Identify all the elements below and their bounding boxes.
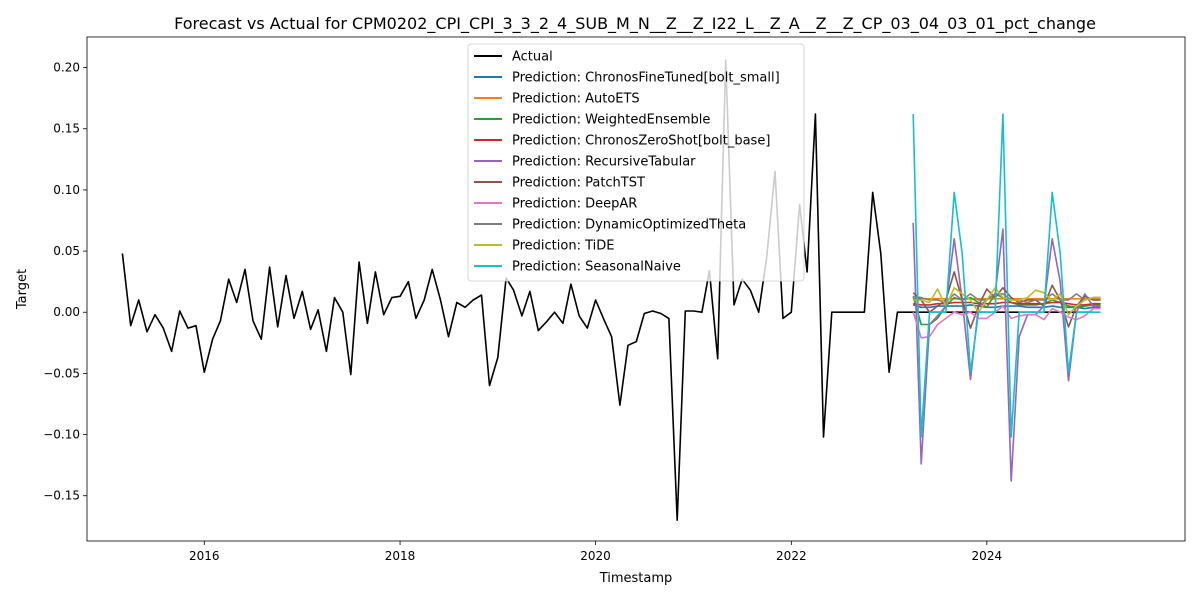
- legend-entry: Prediction: ChronosZeroShot[bolt_base]: [512, 134, 770, 149]
- plot-lines: [121, 59, 1101, 522]
- legend-entry: Prediction: DeepAR: [512, 197, 637, 212]
- x-tick-label: 2016: [189, 549, 220, 563]
- y-tick-label: −0.05: [43, 366, 80, 380]
- legend-entry: Prediction: AutoETS: [512, 92, 640, 107]
- chart-title: Forecast vs Actual for CPM0202_CPI_CPI_3…: [174, 14, 1096, 34]
- y-tick-label: −0.10: [43, 428, 80, 442]
- y-tick-label: 0.20: [53, 61, 80, 75]
- x-tick-label: 2020: [580, 549, 611, 563]
- y-axis: 0.20 0.15 0.10 0.05 0.00 −0.05 −0.10 −0.15: [43, 61, 87, 503]
- y-tick-label: 0.00: [53, 305, 80, 319]
- y-tick-label: 0.15: [53, 122, 80, 136]
- y-tick-label: 0.05: [53, 244, 80, 258]
- legend-box: [467, 43, 805, 282]
- series-line-prediction-deepar: [912, 305, 1101, 339]
- series-line-prediction-recursivetabular: [912, 222, 1101, 482]
- x-tick-label: 2022: [776, 549, 807, 563]
- x-axis: 2016 2018 2020 2022 2024: [189, 541, 1002, 563]
- series-line-prediction-seasonalnaive: [912, 113, 1101, 438]
- plot-area-frame: [86, 36, 1186, 542]
- legend-entry: Prediction: RecursiveTabular: [512, 155, 696, 170]
- legend-entry: Prediction: ChronosFineTuned[bolt_small]: [512, 71, 780, 86]
- legend-entry: Prediction: WeightedEnsemble: [512, 113, 710, 128]
- x-axis-label: Timestamp: [599, 571, 673, 586]
- y-tick-label: −0.15: [43, 489, 80, 503]
- legend-entry: Prediction: PatchTST: [512, 176, 645, 191]
- y-tick-label: 0.10: [53, 183, 80, 197]
- legend: Actual Prediction: ChronosFineTuned[bolt_…: [467, 43, 805, 282]
- y-axis-label: Target: [15, 269, 30, 310]
- x-tick-label: 2024: [972, 549, 1003, 563]
- legend-entry: Actual: [512, 50, 553, 65]
- x-tick-label: 2018: [385, 549, 416, 563]
- legend-entry: Prediction: DynamicOptimizedTheta: [512, 218, 746, 233]
- legend-entry: Prediction: SeasonalNaive: [512, 260, 681, 275]
- legend-entry: Prediction: TiDE: [512, 239, 614, 254]
